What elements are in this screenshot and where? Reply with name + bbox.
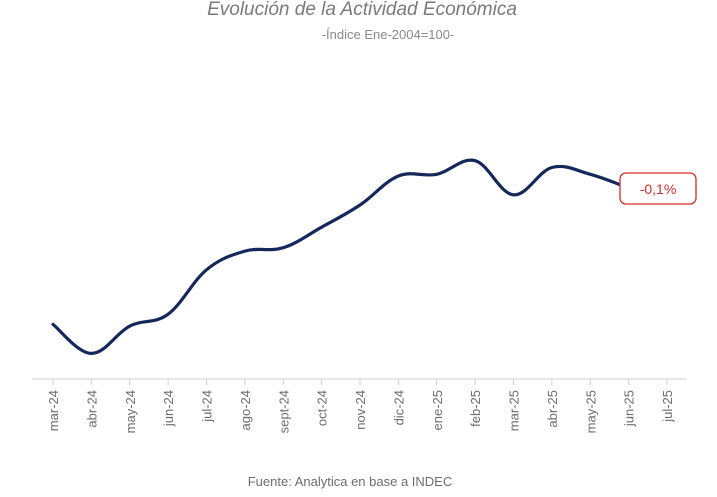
change-callout: -0,1% xyxy=(619,172,697,205)
chart-subtitle: -Índice Ene-2004=100- xyxy=(322,27,455,42)
x-tick-label-jun-24: jun-24 xyxy=(161,390,176,427)
x-tick-label-jul-25: jul-25 xyxy=(660,390,675,423)
series-line-actividad xyxy=(51,158,631,356)
change-callout-label: -0,1% xyxy=(640,181,677,197)
change-callout-box xyxy=(619,172,697,205)
x-tick-label-abr-25: abr-25 xyxy=(545,390,560,428)
x-tick-label-oct-24: oct-24 xyxy=(315,390,330,426)
x-tick-label-may-25: may-25 xyxy=(583,390,598,433)
chart-source: Fuente: Analytica en base a INDEC xyxy=(248,474,453,489)
x-tick-label-abr-24: abr-24 xyxy=(84,390,99,428)
x-tick-label-jun-25: jun-25 xyxy=(622,390,637,427)
x-tick-label-ene-25: ene-25 xyxy=(430,390,445,430)
x-tick-label-dic-24: dic-24 xyxy=(391,390,406,425)
x-tick-labels: mar-24 abr-24 may-24 jun-24 jul-24 ago-24 sept… xyxy=(46,379,675,433)
x-tick-label-mar-25: mar-25 xyxy=(507,390,522,431)
x-tick-label-may-24: may-24 xyxy=(123,390,138,433)
x-tick-label-feb-25: feb-25 xyxy=(468,390,483,427)
chart-title: Evolución de la Actividad Económica xyxy=(207,0,517,20)
x-tick-label-mar-24: mar-24 xyxy=(46,390,61,431)
x-tick-label-ago-24: ago-24 xyxy=(238,390,253,430)
x-tick-label-nov-24: nov-24 xyxy=(353,390,368,430)
x-tick-label-sept-24: sept-24 xyxy=(276,390,291,433)
x-tick-label-jul-24: jul-24 xyxy=(200,390,215,423)
